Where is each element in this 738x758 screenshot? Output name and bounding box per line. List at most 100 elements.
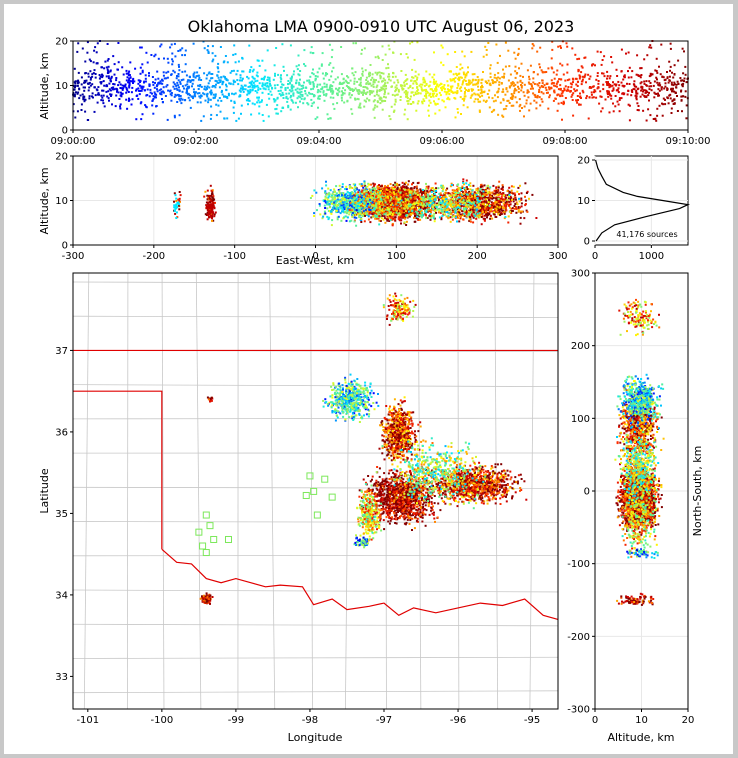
- time-height-point: [87, 72, 90, 75]
- time-height-point: [383, 88, 386, 91]
- time-height-point: [146, 61, 149, 64]
- ew-height-point: [480, 216, 483, 218]
- time-height-point: [588, 77, 591, 80]
- time-height-point: [592, 85, 594, 88]
- time-height-point: [319, 94, 322, 97]
- time-height-point: [300, 84, 303, 87]
- time-height-point: [417, 73, 420, 76]
- time-height-point: [474, 98, 477, 101]
- time-height-point: [282, 93, 285, 96]
- time-height-point: [391, 85, 393, 88]
- time-height-point: [654, 69, 657, 72]
- ew-height-point: [402, 207, 405, 210]
- time-height-point: [485, 53, 488, 56]
- time-height-point: [200, 95, 203, 98]
- time-height-point: [614, 95, 617, 97]
- time-height-point: [457, 82, 460, 85]
- ew-height-point: [372, 182, 375, 185]
- time-height-point: [125, 79, 128, 82]
- time-height-point: [566, 63, 569, 66]
- ew-height-point: [419, 206, 422, 209]
- time-height-point: [101, 76, 104, 79]
- time-height-point: [606, 90, 609, 93]
- time-height-point: [451, 79, 454, 82]
- time-height-point: [467, 66, 469, 69]
- time-height-point: [368, 90, 371, 92]
- time-height-point: [552, 82, 555, 85]
- time-height-point: [296, 91, 299, 94]
- time-height-point: [406, 78, 409, 81]
- ew-height-point: [508, 186, 511, 189]
- ew-height-point: [457, 200, 459, 202]
- time-height-point: [102, 99, 104, 102]
- time-height-point: [555, 82, 558, 85]
- time-height-point: [259, 87, 262, 90]
- time-height-point: [365, 93, 368, 95]
- time-height-point: [603, 75, 606, 78]
- time-height-point: [265, 85, 268, 88]
- time-height-point: [442, 86, 445, 89]
- ew-height-point: [483, 196, 486, 199]
- time-height-point: [609, 94, 612, 97]
- time-height-point: [181, 70, 184, 73]
- time-height-point: [340, 46, 343, 48]
- time-height-point: [119, 87, 122, 89]
- ew-height-point: [416, 196, 419, 199]
- time-height-point: [462, 71, 465, 74]
- time-height-point: [189, 106, 192, 109]
- time-height-point: [446, 53, 449, 56]
- time-height-point: [83, 81, 86, 84]
- time-height-point: [102, 89, 105, 92]
- ew-height-point: [465, 186, 468, 189]
- time-height-point: [513, 92, 516, 95]
- time-height-point: [430, 88, 433, 91]
- time-height-point: [279, 76, 282, 79]
- time-height-point: [353, 89, 356, 92]
- lma-figure: Oklahoma LMA 0900-0910 UTC August 06, 20…: [38, 17, 710, 744]
- time-height-point: [371, 73, 374, 76]
- time-height-point: [406, 95, 409, 98]
- time-height-point: [377, 55, 380, 58]
- time-height-point: [373, 116, 376, 119]
- time-height-point: [343, 101, 346, 104]
- ew-height-point: [503, 217, 506, 220]
- time-height-point: [429, 92, 432, 95]
- time-height-point: [426, 90, 429, 93]
- ew-height-point: [493, 205, 496, 208]
- time-height-point: [512, 104, 515, 107]
- time-height-point: [133, 80, 136, 83]
- time-height-point: [307, 103, 310, 106]
- time-height-point: [592, 96, 595, 99]
- time-height-point: [227, 94, 230, 97]
- time-height-point: [502, 108, 505, 111]
- ew-height-point: [408, 200, 411, 203]
- time-height-point: [593, 89, 596, 92]
- time-height-point: [145, 106, 148, 109]
- time-height-point: [273, 64, 276, 67]
- ew-height-point: [397, 216, 400, 219]
- time-height-point: [332, 103, 335, 106]
- time-height-point: [240, 79, 243, 82]
- time-height-point: [176, 75, 178, 77]
- ew-height-point: [469, 185, 472, 187]
- time-height-point: [592, 63, 595, 66]
- ew-height-point: [394, 216, 397, 219]
- time-height-point: [252, 68, 255, 71]
- time-height-point: [376, 90, 378, 93]
- time-height-point: [581, 89, 584, 92]
- time-height-point: [192, 75, 195, 78]
- time-height-point: [317, 106, 319, 109]
- time-height-point: [242, 90, 245, 93]
- time-height-point: [534, 96, 537, 98]
- time-height-point: [80, 109, 83, 111]
- time-height-point: [463, 95, 466, 98]
- time-height-point: [529, 64, 532, 67]
- time-height-point: [316, 83, 319, 86]
- time-height-point: [76, 92, 79, 95]
- time-height-point: [119, 91, 122, 94]
- time-height-point: [384, 53, 387, 56]
- time-height-point: [409, 42, 411, 45]
- time-height-point: [73, 95, 76, 98]
- ew-height-point: [497, 193, 500, 196]
- ew-height-point: [491, 217, 494, 220]
